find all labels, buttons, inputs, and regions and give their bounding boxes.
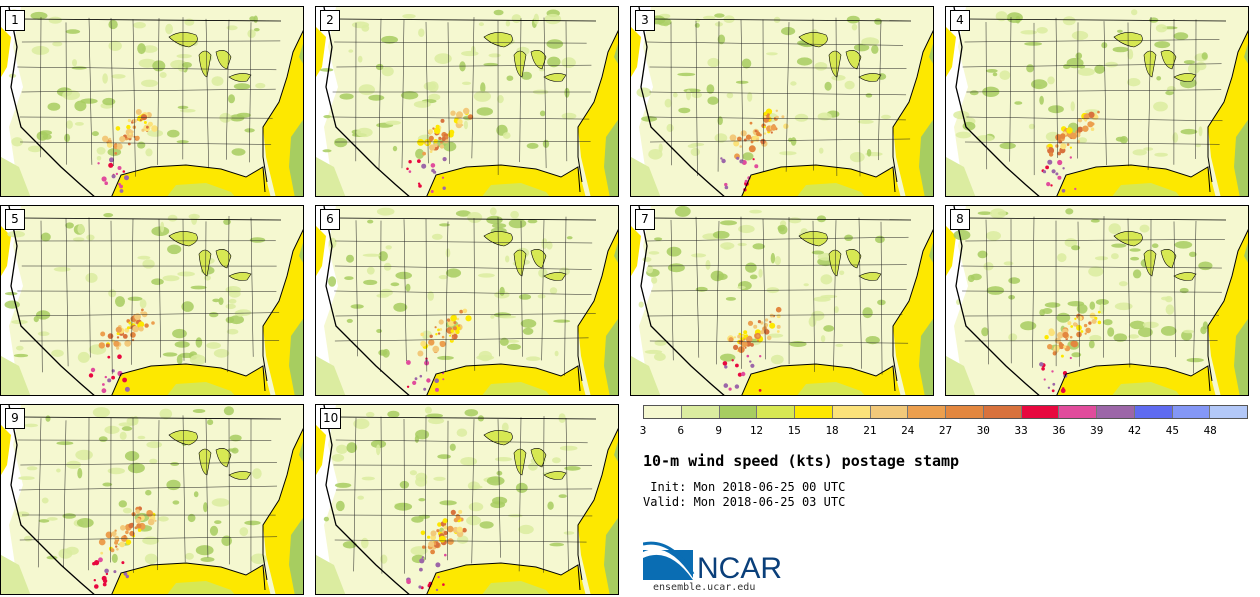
colorbar-tick-label: 30 bbox=[976, 424, 990, 437]
member-number-label: 2 bbox=[320, 10, 340, 31]
colorbar-segment bbox=[644, 406, 682, 418]
ensemble-member-panel: 2 bbox=[315, 6, 619, 197]
member-number-label: 1 bbox=[5, 10, 25, 31]
colorbar-segment bbox=[1021, 406, 1060, 418]
valid-time: Valid: Mon 2018-06-25 03 UTC bbox=[643, 495, 846, 509]
colorbar-segment bbox=[870, 406, 909, 418]
ncar-logo-text: NCAR bbox=[697, 552, 782, 582]
wind-speed-map bbox=[316, 206, 618, 395]
colorbar-segment bbox=[1059, 406, 1097, 418]
member-number-label: 6 bbox=[320, 209, 340, 230]
colorbar-segment bbox=[1134, 406, 1173, 418]
wind-speed-map bbox=[1, 206, 303, 395]
colorbar-tick-labels: 3 6 9 12 15 18 21 24 27 30 33 36 39 42 45 48 bbox=[639, 424, 1248, 440]
ensemble-member-panel: 8 bbox=[945, 205, 1249, 396]
colorbar-tick-label: 39 bbox=[1090, 424, 1104, 437]
wind-speed-map bbox=[946, 206, 1248, 395]
wind-speed-map bbox=[946, 7, 1248, 196]
plot-title: 10-m wind speed (kts) postage stamp bbox=[643, 452, 960, 470]
colorbar-segment bbox=[1172, 406, 1211, 418]
member-number-label: 7 bbox=[635, 209, 655, 230]
member-number-label: 8 bbox=[950, 209, 970, 230]
ensemble-member-panel: 10 bbox=[315, 404, 619, 595]
colorbar-tick-label: 42 bbox=[1127, 424, 1142, 437]
wind-speed-map bbox=[631, 206, 933, 395]
colorbar-tick-label: 36 bbox=[1052, 424, 1066, 437]
colorbar-tick-label: 9 bbox=[715, 424, 722, 437]
ensemble-member-panel: 9 bbox=[0, 404, 304, 595]
colorbar-tick-label: 27 bbox=[938, 424, 953, 437]
ensemble-member-panel: 5 bbox=[0, 205, 304, 396]
colorbar-tick-label: 33 bbox=[1014, 424, 1028, 437]
colorbar-segment bbox=[832, 406, 871, 418]
member-number-label: 3 bbox=[635, 10, 655, 31]
wind-speed-colorbar bbox=[643, 405, 1248, 419]
colorbar-segment bbox=[908, 406, 946, 418]
colorbar-tick-label: 3 bbox=[639, 424, 647, 437]
colorbar-tick-label: 12 bbox=[749, 424, 764, 437]
ensemble-member-panel: 4 bbox=[945, 6, 1249, 197]
colorbar-tick-label: 21 bbox=[863, 424, 877, 437]
ensemble-member-panel: 3 bbox=[630, 6, 934, 197]
colorbar-tick-label: 15 bbox=[787, 424, 801, 437]
colorbar-tick-label: 48 bbox=[1203, 424, 1217, 437]
wind-speed-map bbox=[631, 7, 933, 196]
wind-speed-map bbox=[1, 7, 303, 196]
colorbar-tick-label: 24 bbox=[901, 424, 915, 437]
colorbar-segment bbox=[757, 406, 795, 418]
colorbar-segment bbox=[681, 406, 720, 418]
site-url: ensemble.ucar.edu bbox=[653, 582, 756, 593]
ensemble-member-panel: 6 bbox=[315, 205, 619, 396]
wind-speed-map bbox=[316, 405, 618, 594]
colorbar-tick-label: 18 bbox=[825, 424, 839, 437]
member-number-label: 9 bbox=[5, 408, 25, 429]
colorbar-tick-label: 6 bbox=[677, 424, 685, 437]
wind-speed-map bbox=[1, 405, 303, 594]
ensemble-member-panel: 7 bbox=[630, 205, 934, 396]
ncar-logo: NCAR bbox=[642, 540, 793, 586]
member-number-label: 5 bbox=[5, 209, 25, 230]
colorbar-segment bbox=[1210, 406, 1247, 418]
colorbar-segment bbox=[719, 406, 758, 418]
wind-speed-map bbox=[316, 7, 618, 196]
member-number-label: 4 bbox=[950, 10, 970, 31]
colorbar-segment bbox=[795, 406, 833, 418]
colorbar-segment bbox=[983, 406, 1022, 418]
member-number-label: 10 bbox=[320, 408, 342, 429]
ensemble-member-panel: 1 bbox=[0, 6, 304, 197]
colorbar-segment bbox=[946, 406, 984, 418]
colorbar-tick-label: 45 bbox=[1165, 424, 1179, 437]
init-time: Init: Mon 2018-06-25 00 UTC bbox=[643, 480, 846, 494]
colorbar-segment bbox=[1097, 406, 1135, 418]
